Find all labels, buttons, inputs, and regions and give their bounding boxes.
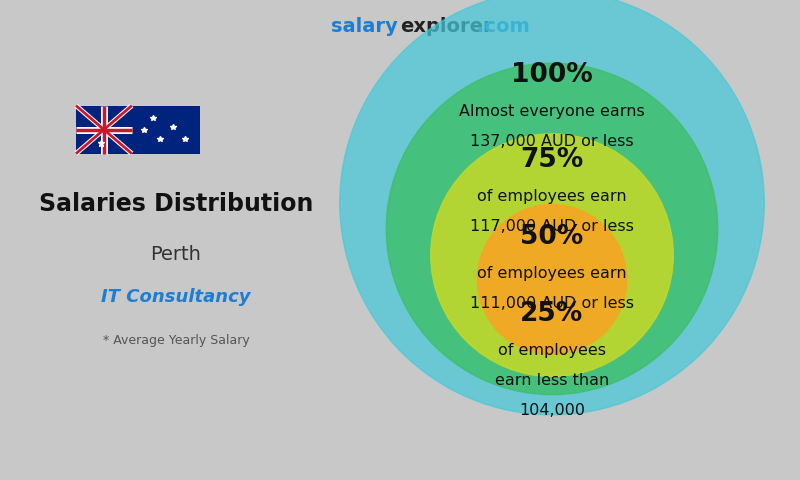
Text: 137,000 AUD or less: 137,000 AUD or less [470, 134, 634, 149]
Text: of employees: of employees [498, 343, 606, 358]
Text: Almost everyone earns: Almost everyone earns [459, 104, 645, 119]
Text: 50%: 50% [520, 224, 584, 250]
Text: Perth: Perth [150, 245, 202, 264]
Text: earn less than: earn less than [495, 373, 609, 388]
Bar [132, 106, 200, 154]
Text: explorer: explorer [400, 17, 493, 36]
Text: of employees earn: of employees earn [477, 266, 627, 281]
Text: 117,000 AUD or less: 117,000 AUD or less [470, 219, 634, 234]
Text: 25%: 25% [520, 301, 584, 327]
Text: * Average Yearly Salary: * Average Yearly Salary [102, 334, 250, 347]
Text: 111,000 AUD or less: 111,000 AUD or less [470, 296, 634, 311]
Text: salary: salary [331, 17, 398, 36]
Circle shape [430, 134, 674, 376]
Text: of employees earn: of employees earn [477, 189, 627, 204]
Text: IT Consultancy: IT Consultancy [102, 288, 250, 306]
Circle shape [478, 204, 626, 354]
Circle shape [386, 63, 718, 395]
Text: 75%: 75% [520, 147, 584, 173]
Text: Salaries Distribution: Salaries Distribution [39, 192, 313, 216]
Circle shape [340, 0, 764, 415]
Text: .com: .com [477, 17, 530, 36]
Text: 104,000: 104,000 [519, 403, 585, 418]
Bar [76, 106, 200, 154]
Text: 100%: 100% [511, 62, 593, 88]
